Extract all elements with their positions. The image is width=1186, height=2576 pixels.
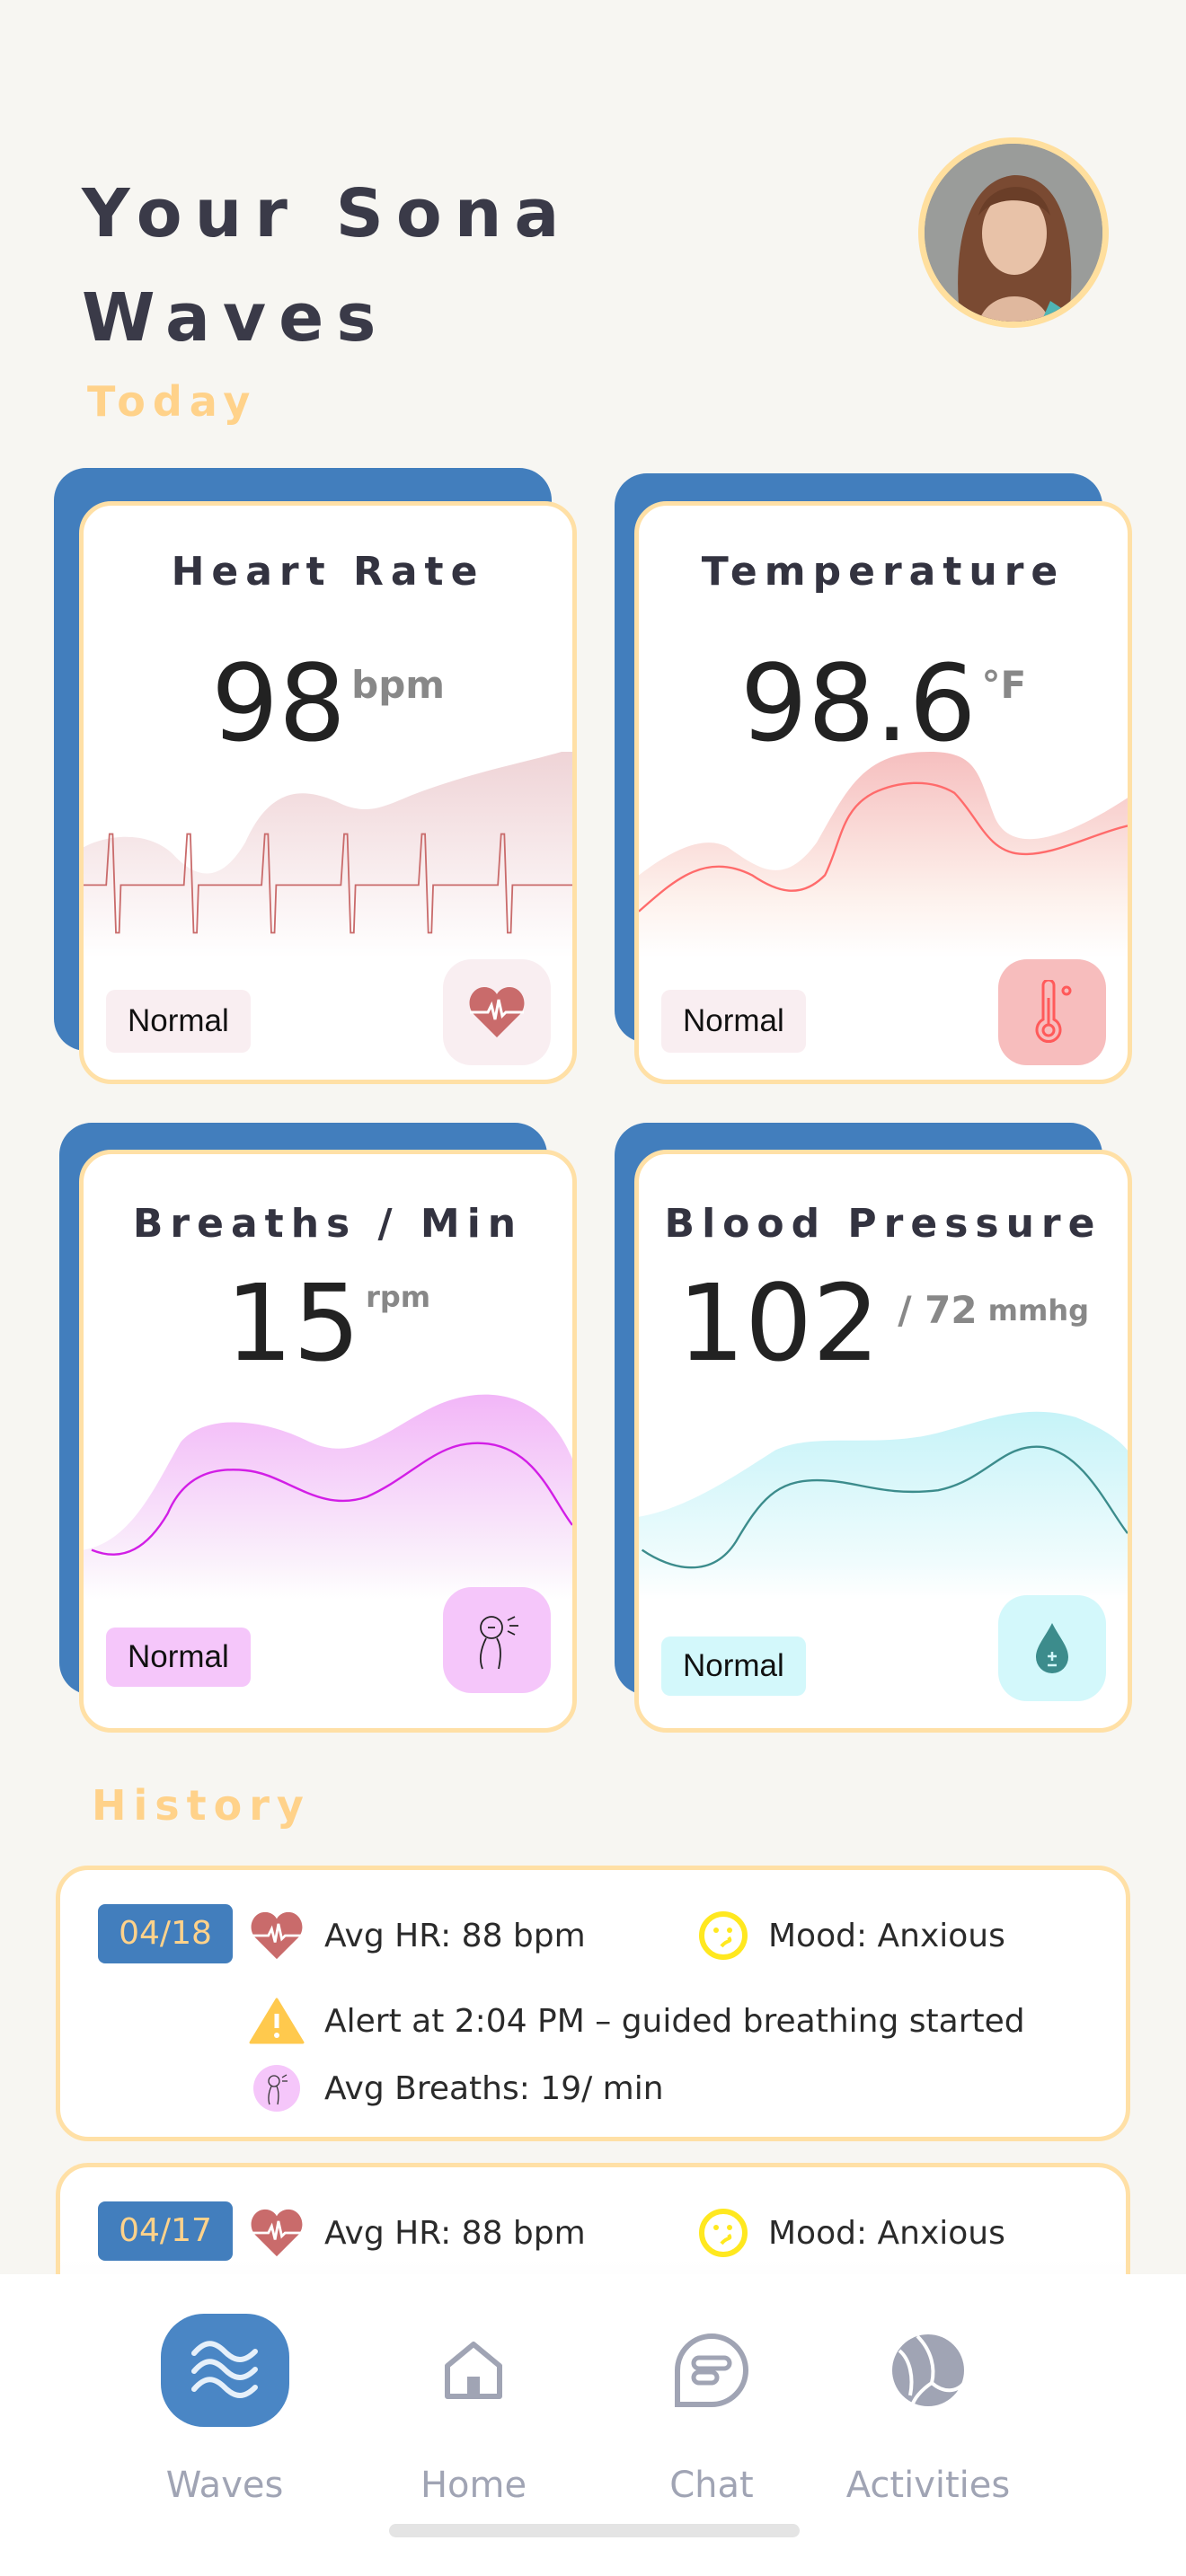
today-label: Today bbox=[87, 377, 258, 426]
home-icon bbox=[357, 2314, 590, 2427]
heart-rate-card[interactable]: Heart Rate 98 bpm Normal bbox=[79, 501, 577, 1084]
status-badge: Normal bbox=[661, 1636, 806, 1696]
avg-hr-row: Avg HR: 88 bpm bbox=[249, 1910, 586, 1961]
card-title: Heart Rate bbox=[171, 549, 485, 595]
heart-pulse-icon bbox=[443, 959, 551, 1065]
blood-pressure-card[interactable]: Blood Pressure 102/ 72 mmhg Normal bbox=[634, 1150, 1132, 1733]
temperature-wave-chart bbox=[639, 752, 1128, 957]
history-entry[interactable]: 04/18 Avg HR: 88 bpm Mood: Anxious Alert… bbox=[56, 1866, 1130, 2141]
chat-icon bbox=[595, 2314, 828, 2427]
card-title: Temperature bbox=[701, 549, 1066, 595]
thermometer-icon bbox=[998, 959, 1106, 1065]
page-title: Your Sona Waves bbox=[82, 175, 572, 357]
warning-icon bbox=[249, 1998, 305, 2044]
status-badge: Normal bbox=[106, 990, 251, 1053]
temperature-card[interactable]: Temperature 98.6 °F Normal bbox=[634, 501, 1132, 1084]
status-badge: Normal bbox=[661, 990, 806, 1053]
breathing-icon bbox=[253, 2065, 300, 2112]
waves-icon bbox=[160, 2314, 289, 2427]
date-badge: 04/18 bbox=[98, 1904, 233, 1963]
nav-activities[interactable]: Activities bbox=[811, 2314, 1045, 2506]
breathing-icon bbox=[443, 1587, 551, 1693]
nav-chat[interactable]: Chat bbox=[595, 2314, 828, 2506]
heart-rate-wave-chart bbox=[84, 752, 572, 957]
nav-waves[interactable]: Waves bbox=[108, 2314, 341, 2506]
home-indicator bbox=[389, 2524, 800, 2537]
status-badge: Normal bbox=[106, 1628, 251, 1687]
heart-pulse-icon bbox=[251, 1911, 303, 1960]
breaths-value: 15 rpm bbox=[225, 1261, 431, 1385]
card-title: Blood Pressure bbox=[664, 1201, 1102, 1247]
breaths-row: Avg Breaths: 19/ min bbox=[249, 2063, 664, 2113]
volleyball-icon bbox=[811, 2314, 1045, 2427]
blood-drop-icon bbox=[998, 1595, 1106, 1701]
blood-pressure-wave-chart bbox=[639, 1411, 1128, 1600]
heart-pulse-icon bbox=[251, 2209, 303, 2257]
breaths-card[interactable]: Breaths / Min 15 rpm Normal bbox=[79, 1150, 577, 1733]
user-avatar[interactable] bbox=[918, 137, 1109, 328]
anxious-face-icon bbox=[699, 1911, 748, 1960]
alert-row: Alert at 2:04 PM – guided breathing star… bbox=[249, 1998, 1025, 2044]
card-title: Breaths / Min bbox=[132, 1201, 524, 1247]
mood-row: Mood: Anxious bbox=[698, 2208, 1005, 2258]
heart-rate-value: 98 bpm bbox=[210, 641, 446, 765]
anxious-face-icon bbox=[699, 2209, 748, 2257]
blood-pressure-value: 102/ 72 mmhg bbox=[677, 1261, 1090, 1385]
mood-row: Mood: Anxious bbox=[698, 1910, 1005, 1961]
avg-hr-row: Avg HR: 88 bpm bbox=[249, 2208, 586, 2258]
date-badge: 04/17 bbox=[98, 2201, 233, 2261]
nav-home[interactable]: Home bbox=[357, 2314, 590, 2506]
history-label: History bbox=[92, 1781, 311, 1830]
temperature-value: 98.6 °F bbox=[739, 641, 1027, 765]
breaths-wave-chart bbox=[84, 1394, 572, 1600]
